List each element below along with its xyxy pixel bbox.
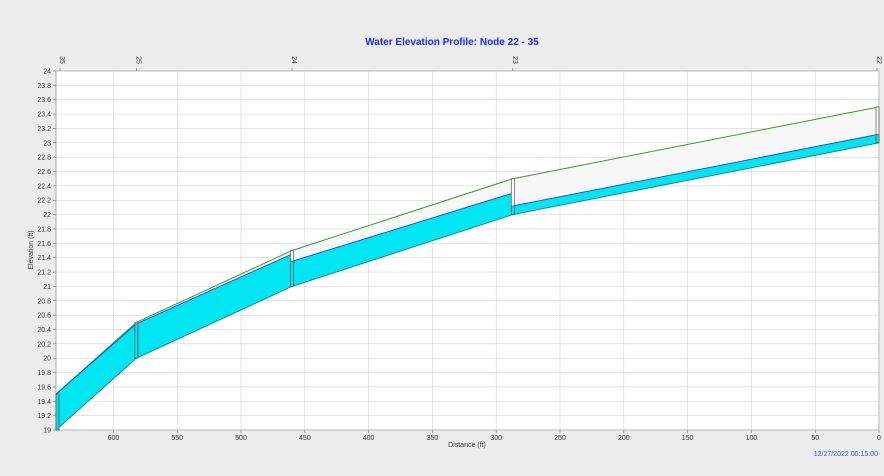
profile-layer	[55, 106, 880, 431]
chart-title: Water Elevation Profile: Node 22 - 35	[365, 37, 539, 48]
y-tick-label: 19.8	[37, 370, 51, 377]
y-tick-label: 20	[43, 356, 51, 363]
y-tick-label: 23.4	[37, 112, 51, 119]
y-tick-label: 20.8	[37, 298, 51, 305]
timestamp-label: 12/27/2022 00:15:00	[814, 451, 878, 458]
conduit-crown-line	[512, 106, 880, 180]
y-tick-label: 19.4	[37, 399, 51, 406]
water-surface-line	[291, 192, 513, 262]
y-tick-label: 23	[43, 140, 51, 147]
conduit-crown-line	[136, 250, 293, 323]
y-tick-label: 21.8	[37, 226, 51, 233]
water-surface-line	[512, 133, 880, 207]
x-tick-label: 0	[877, 435, 881, 442]
y-tick-label: 21.2	[37, 270, 51, 277]
x-tick-label: 600	[108, 435, 120, 442]
conduit-invert-line	[136, 285, 293, 359]
y-tick-label: 23.8	[37, 83, 51, 90]
x-tick-label: 450	[299, 435, 311, 442]
x-tick-label: 500	[235, 435, 247, 442]
y-tick-label: 21	[43, 284, 51, 291]
x-axis-label: Distance (ft)	[448, 442, 486, 449]
x-tick-label: 250	[554, 435, 566, 442]
y-tick-label: 20.2	[37, 341, 51, 348]
node-water	[134, 323, 139, 359]
y-tick-label: 23.2	[37, 126, 51, 133]
x-tick-label: 300	[490, 435, 502, 442]
conduit-crown-line	[291, 178, 513, 251]
node-layer: 35 25 24 23 22	[55, 56, 882, 431]
y-tick-label: 19.2	[37, 413, 51, 420]
node-water	[290, 260, 294, 287]
y-tick-label: 22.6	[37, 169, 51, 176]
y-tick-label: 22.8	[37, 155, 51, 162]
conduit-invert-line	[291, 214, 513, 287]
node-label: 22	[875, 56, 882, 64]
node-label: 25	[134, 56, 141, 64]
tick-layer: 19 19.2 19.4 19.6 19.8 20 20.2 20.4 20.6 20.8 21 21…	[37, 69, 881, 443]
x-tick-label: 550	[171, 435, 183, 442]
y-tick-label: 19.6	[37, 384, 51, 391]
conduit-invert-line	[55, 357, 137, 431]
x-tick-label: 200	[618, 435, 630, 442]
water-surface-line	[136, 253, 293, 325]
y-tick-label: 24	[43, 69, 51, 76]
y-tick-label: 22	[43, 212, 51, 219]
water-fill	[512, 134, 879, 215]
y-axis-label: Elevation (ft)	[28, 230, 35, 269]
plot-area	[55, 70, 880, 431]
y-tick-label: 22.2	[37, 198, 51, 205]
node-label: 23	[511, 56, 518, 64]
water-surface-line	[55, 323, 137, 395]
x-tick-label: 150	[682, 435, 694, 442]
node-label: 24	[290, 56, 297, 64]
node-water	[875, 133, 880, 144]
y-tick-label: 19	[43, 428, 51, 435]
water-fill	[292, 193, 513, 287]
y-tick-label: 21.4	[37, 255, 51, 262]
y-tick-label: 21.6	[37, 241, 51, 248]
water-fill	[56, 323, 137, 430]
x-tick-label: 350	[427, 435, 439, 442]
node-water	[55, 393, 60, 431]
node-water	[510, 205, 515, 215]
conduit-invert-line	[512, 142, 880, 216]
y-tick-label: 20.4	[37, 327, 51, 334]
x-tick-label: 50	[811, 435, 819, 442]
node-label: 35	[58, 56, 65, 64]
y-tick-label: 23.6	[37, 97, 51, 104]
y-tick-label: 22.4	[37, 183, 51, 190]
x-tick-label: 400	[363, 435, 375, 442]
water-fill	[136, 254, 293, 359]
x-tick-label: 100	[746, 435, 758, 442]
y-tick-label: 20.6	[37, 313, 51, 320]
